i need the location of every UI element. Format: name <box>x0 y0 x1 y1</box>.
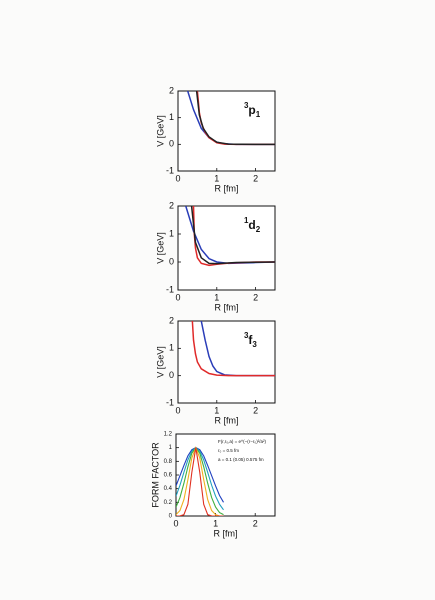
annotation-main: f <box>248 333 253 347</box>
y-tick-label: 0.6 <box>164 473 173 479</box>
curve <box>176 446 224 516</box>
x-axis-label: R [fm] <box>215 415 239 425</box>
y-tick-label: 1 <box>169 343 174 353</box>
y-tick-label: 1 <box>169 445 173 451</box>
y-axis-label: FORM FACTOR <box>150 442 160 508</box>
annotation-sub: 3 <box>252 340 257 349</box>
y-tick-label: -1 <box>166 165 174 175</box>
curve <box>176 447 224 503</box>
y-axis-label: V [GeV] <box>155 115 165 147</box>
annotation-sub: 1 <box>256 110 261 119</box>
y-tick-label: 0 <box>169 370 174 380</box>
annotation-sup: 3 <box>244 331 249 340</box>
chart: 0 0.2 0.4 0.6 0.8 1 1.2 0 1 2 R [fm] FORM FACTOR F(r… <box>150 432 276 538</box>
y-tick-label: 1 <box>169 112 174 122</box>
y-tick-label: 0.8 <box>164 459 173 465</box>
y-axis-label: V [GeV] <box>155 346 165 378</box>
note: r₀ = 0.5 fm <box>218 448 239 453</box>
plot-area <box>177 320 276 404</box>
series-group <box>186 91 275 146</box>
x-tick-label: 2 <box>253 405 258 415</box>
annotation: 3f3 <box>244 331 257 349</box>
annotation: 1d2 <box>244 216 261 234</box>
note: a = 0.1 (0.05) 0.575 fm <box>218 457 264 462</box>
x-tick-label: 2 <box>253 292 258 302</box>
curve <box>195 91 275 146</box>
x-tick-label: 2 <box>253 173 258 183</box>
annotation-main: d <box>248 218 255 232</box>
x-tick-label: 1 <box>213 518 218 528</box>
curve <box>176 446 224 516</box>
annotation-sup: 3 <box>244 101 249 110</box>
series-group <box>185 206 275 267</box>
y-axis-label: V [GeV] <box>155 232 165 264</box>
x-axis-label: R [fm] <box>214 528 238 538</box>
y-tick-label: 2 <box>169 315 174 325</box>
y-tick-label: 0 <box>169 256 174 266</box>
curve <box>190 206 275 265</box>
y-tick-label: 0.4 <box>164 486 173 492</box>
plot-area <box>177 90 276 172</box>
x-tick-label: 1 <box>214 405 219 415</box>
x-tick-label: 1 <box>214 173 219 183</box>
x-tick-label: 2 <box>253 518 258 528</box>
y-tick-label: 1 <box>169 228 174 238</box>
annotation: 3p1 <box>244 101 261 119</box>
annotation-main: p <box>248 103 255 117</box>
y-tick-label: 0 <box>169 514 173 520</box>
x-tick-label: 0 <box>175 405 180 415</box>
y-tick-label: -1 <box>166 397 174 407</box>
curve <box>176 446 224 511</box>
x-tick-label: 0 <box>173 518 178 528</box>
annotation-sub: 2 <box>256 225 261 234</box>
note: F(r,r₀,a) = e^(−(r−r₀)²/a²) <box>218 439 266 444</box>
y-tick-label: 0.2 <box>164 500 173 506</box>
y-tick-label: 1.2 <box>164 432 173 438</box>
x-tick-label: 0 <box>175 292 180 302</box>
curve <box>176 447 224 516</box>
plot-area <box>175 433 276 517</box>
curve <box>191 321 275 377</box>
x-tick-label: 0 <box>175 173 180 183</box>
y-tick-label: 2 <box>169 85 174 95</box>
x-axis-label: R [fm] <box>215 183 239 193</box>
y-tick-label: 2 <box>169 200 174 210</box>
y-tick-label: -1 <box>166 284 174 294</box>
annotation-sup: 1 <box>244 216 249 225</box>
series-group <box>176 446 224 516</box>
x-tick-label: 1 <box>214 292 219 302</box>
series-group <box>191 321 275 377</box>
x-axis-label: R [fm] <box>215 302 239 312</box>
y-tick-label: 0 <box>169 139 174 149</box>
